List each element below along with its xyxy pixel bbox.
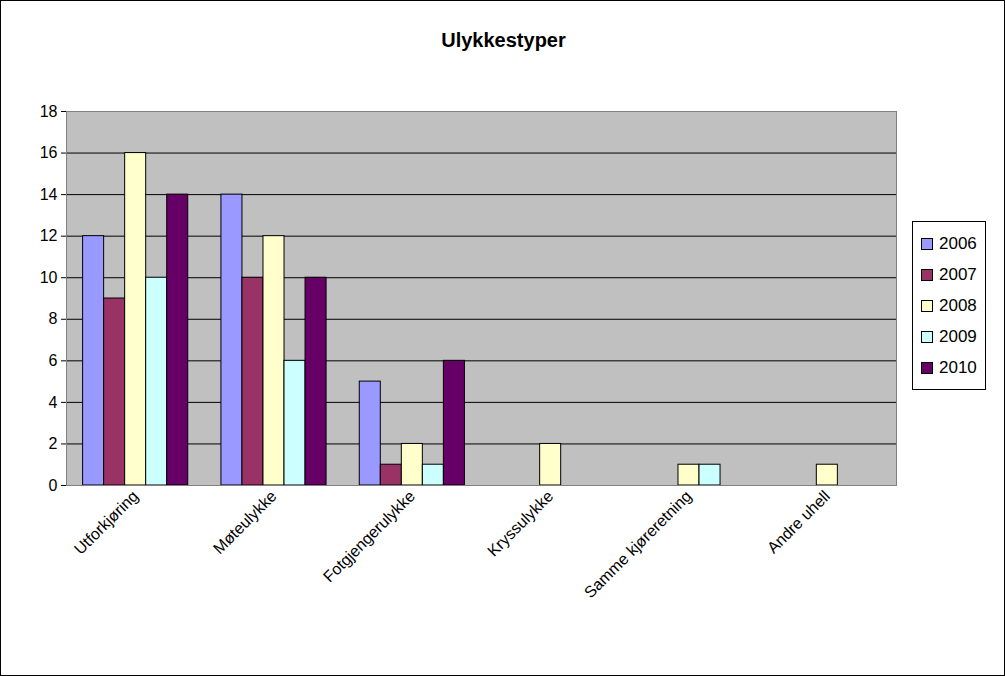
svg-text:16: 16 [40, 144, 58, 161]
svg-text:Fotgjengerulykke: Fotgjengerulykke [320, 487, 418, 585]
html-text:2010: 2010 [939, 357, 977, 377]
svg-text:12: 12 [40, 227, 58, 244]
svg-text:Samme kjøreretning: Samme kjøreretning [581, 487, 695, 601]
svg-text:Andre uhell: Andre uhell [764, 487, 833, 556]
html-text:2007: 2007 [939, 264, 977, 284]
svg-text:Møteulykke: Møteulykke [210, 487, 280, 557]
svg-text:0: 0 [49, 477, 58, 494]
svg-text:6: 6 [49, 352, 58, 369]
svg-text:8: 8 [49, 310, 58, 327]
svg-text:10: 10 [40, 269, 58, 286]
svg-text:4: 4 [49, 394, 58, 411]
svg-text:14: 14 [40, 186, 58, 203]
html-text:Ulykkestyper: Ulykkestyper [441, 29, 566, 51]
svg-text:2: 2 [49, 435, 58, 452]
html-text:2006: 2006 [939, 233, 977, 253]
svg-text:Kryssulykke: Kryssulykke [484, 487, 556, 559]
html-text:2008: 2008 [939, 295, 977, 315]
html-text:2009: 2009 [939, 326, 977, 346]
svg-text:18: 18 [40, 103, 58, 120]
svg-text:Utforkjøring: Utforkjøring [71, 487, 141, 557]
